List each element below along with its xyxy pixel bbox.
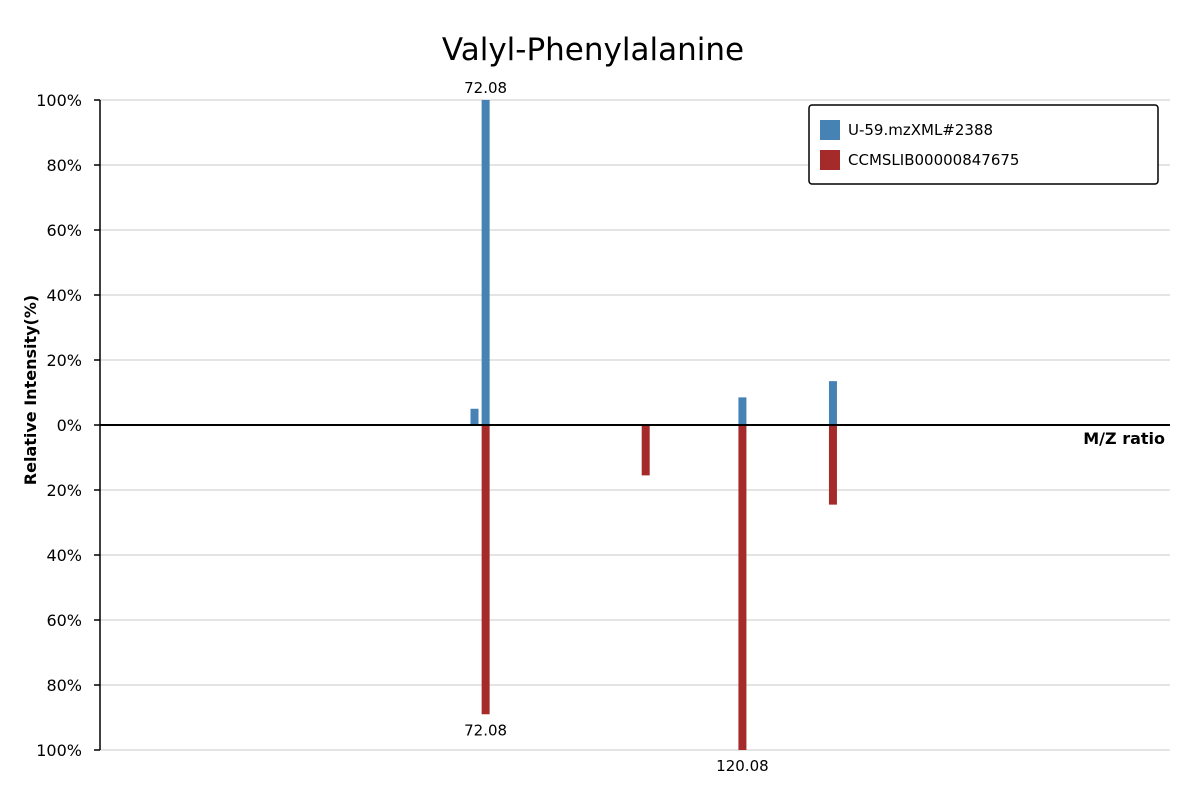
peak-bar: [738, 425, 747, 750]
y-tick-label: 100%: [36, 741, 82, 760]
y-axis-label: Relative Intensity(%): [21, 295, 40, 485]
y-tick-label: 80%: [46, 676, 82, 695]
peak-bar: [481, 425, 490, 715]
y-tick-label: 40%: [46, 546, 82, 565]
x-axis-label: M/Z ratio: [1083, 429, 1165, 448]
axes: [99, 100, 1170, 750]
peak-bar: [828, 425, 837, 505]
y-tick-label: 80%: [46, 156, 82, 175]
gridlines: [100, 99, 1170, 751]
y-tick-label: 0%: [57, 416, 82, 435]
y-ticks: 0% 20% 40% 60% 80% 100% 20% 40% 60% 80% 100%: [36, 91, 100, 760]
legend-box: [808, 104, 1159, 185]
peak-bar: [470, 408, 479, 425]
legend: U-59.mzXML#2388 CCMSLIB00000847675: [808, 104, 1159, 185]
peak-bar: [641, 425, 650, 476]
y-tick-label: 20%: [46, 481, 82, 500]
peak-label: 72.08: [464, 721, 507, 739]
peak-bar: [738, 397, 747, 425]
peak-label: 72.08: [464, 79, 507, 97]
y-tick-label: 100%: [36, 91, 82, 110]
peaks: [470, 100, 837, 750]
peak-label: 120.08: [716, 757, 769, 775]
legend-label: U-59.mzXML#2388: [848, 121, 993, 139]
peak-labels: 72.08 72.08 120.08: [464, 79, 769, 775]
peak-bar: [828, 381, 837, 425]
legend-swatch: [820, 120, 840, 140]
chart-title: Valyl-Phenylalanine: [442, 32, 744, 68]
y-tick-label: 60%: [46, 611, 82, 630]
y-tick-label: 40%: [46, 286, 82, 305]
legend-swatch: [820, 150, 840, 170]
peak-bar: [481, 100, 490, 425]
legend-label: CCMSLIB00000847675: [848, 151, 1019, 169]
y-tick-label: 60%: [46, 221, 82, 240]
y-tick-label: 20%: [46, 351, 82, 370]
